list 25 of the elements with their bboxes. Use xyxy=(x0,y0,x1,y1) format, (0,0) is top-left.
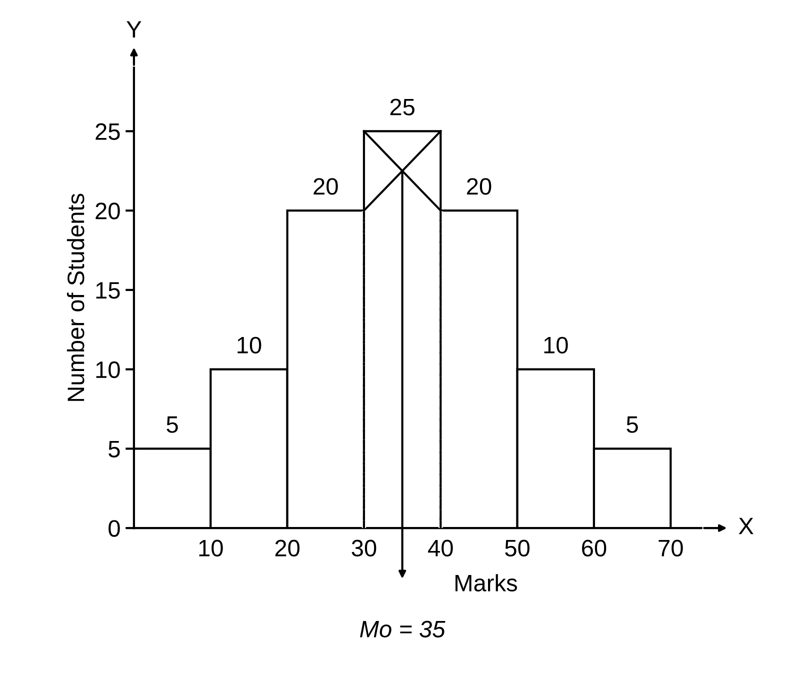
y-axis-title: Number of Students xyxy=(66,194,84,401)
x-tick-label: 70 xyxy=(658,540,683,557)
text: X xyxy=(738,518,754,534)
x-tick-label: 20 xyxy=(275,540,300,557)
data-label: 10 xyxy=(238,336,262,354)
x-axis-title: Marks xyxy=(456,574,518,592)
x-tick-label: 40 xyxy=(428,540,453,557)
data-label: 25 xyxy=(390,98,414,116)
y-tick-label: 5 xyxy=(108,441,120,458)
data-label: 10 xyxy=(544,336,568,354)
data-label: 20 xyxy=(467,178,492,195)
x-tick-label: 60 xyxy=(582,540,606,557)
y-tick-label: 25 xyxy=(96,123,120,140)
y-tick-label: 15 xyxy=(96,282,120,299)
x-tick-label: 50 xyxy=(505,540,530,557)
y-tick-label: 10 xyxy=(96,361,120,378)
y-tick-label: 20 xyxy=(96,202,120,220)
x-tick-label: 30 xyxy=(352,540,376,557)
text: Y xyxy=(126,21,142,38)
y-tick-label: 0 xyxy=(108,520,120,537)
data-label: 5 xyxy=(626,416,638,433)
data-label: 20 xyxy=(314,178,338,195)
data-label: 5 xyxy=(166,416,178,433)
x-tick-label: 10 xyxy=(199,540,223,557)
text: Mo = 35 xyxy=(360,620,446,638)
